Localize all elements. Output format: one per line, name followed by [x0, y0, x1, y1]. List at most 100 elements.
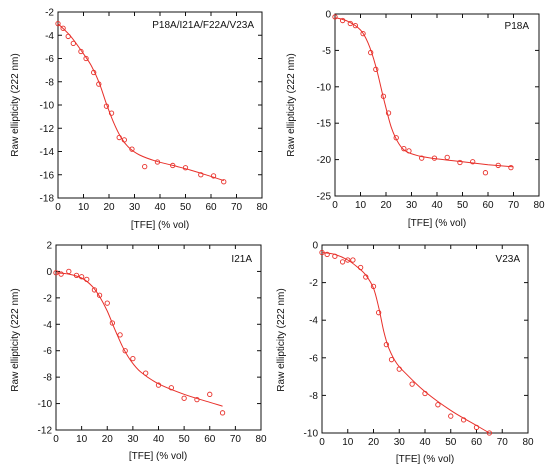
data-point: [370, 283, 377, 290]
y-axis-label: Raw ellipticity (222 nm): [10, 53, 21, 156]
x-tick-label: 50: [179, 434, 191, 445]
data-point: [352, 22, 359, 29]
y-tick-label: -25: [317, 192, 332, 203]
y-tick-label: -4: [45, 31, 54, 42]
data-point: [168, 385, 174, 391]
y-tick-label: -18: [40, 194, 55, 205]
data-point: [117, 332, 123, 338]
data-point: [104, 300, 110, 306]
data-point: [129, 146, 135, 152]
x-tick-label: 0: [332, 200, 338, 211]
data-point: [373, 66, 379, 72]
x-tick-label: 50: [457, 200, 469, 211]
data-point: [435, 402, 441, 408]
y-tick-label: -12: [40, 124, 55, 135]
data-point: [78, 274, 85, 280]
data-point: [444, 154, 450, 161]
y-tick-label: 0: [46, 267, 52, 278]
chart-panel-v23a: 0 10 20 30 40 50 60 70 80 -10 -8 -6 -4 -2 0 V23A [TFE]…: [276, 241, 534, 466]
x-axis-label: [TFE] (% vol): [408, 218, 466, 229]
x-tick-label: 0: [55, 202, 61, 213]
x-tick-label: 60: [471, 437, 483, 448]
x-tick-label: 30: [129, 202, 141, 213]
chart-panel-p18a-i21a-f22a-v23a: 0 10 20 30 40 50 60 70 80 -18 -16 -14 -12 -10 -8 -6 -4 -2…: [10, 8, 268, 232]
x-tick-label: 30: [127, 434, 139, 445]
data-point: [470, 159, 476, 165]
axis-ticks: 0 10 20 30 40 50 60 70 80 -10 -8 -6 -4 -2 0: [304, 241, 534, 449]
x-axis-label: [TFE] (% vol): [131, 220, 189, 231]
fit-curve-layer: [321, 252, 490, 434]
y-tick-label: 0: [312, 241, 318, 252]
data-point: [431, 155, 438, 161]
data-point: [457, 159, 463, 166]
x-tick-label: 50: [180, 202, 192, 213]
x-tick-label: 20: [380, 200, 392, 211]
data-point: [108, 110, 115, 116]
data-point: [385, 110, 392, 116]
data-point: [91, 287, 98, 293]
x-tick-label: 70: [231, 202, 243, 213]
data-point: [393, 135, 399, 141]
x-tick-label: 50: [445, 437, 457, 448]
fit-curve-layer: [334, 17, 514, 168]
data-point: [508, 164, 514, 171]
x-tick-label: 20: [103, 202, 115, 213]
y-tick-label: -20: [317, 155, 332, 166]
data-point: [460, 417, 467, 423]
data-point: [324, 251, 330, 258]
data-point: [345, 257, 351, 263]
data-point: [130, 355, 136, 362]
x-tick-label: 60: [482, 200, 494, 211]
data-point-layer: [53, 268, 226, 416]
y-tick-label: -4: [309, 316, 318, 327]
y-tick-label: -6: [45, 54, 54, 65]
x-tick-label: 10: [355, 200, 367, 211]
data-point: [388, 357, 395, 363]
data-point: [96, 292, 103, 298]
y-tick-label: -10: [40, 101, 55, 112]
y-axis-label: Raw ellipticity (222 nm): [276, 288, 287, 391]
fit-curve-layer: [55, 272, 223, 407]
fit-curve-layer: [57, 23, 224, 182]
x-tick-label: 40: [154, 202, 166, 213]
x-tick-label: 10: [76, 434, 88, 445]
x-tick-label: 40: [431, 200, 443, 211]
plot-frame: [334, 13, 540, 197]
fit-curve: [321, 252, 490, 434]
y-tick-label: -8: [309, 391, 318, 402]
data-point: [368, 49, 374, 56]
y-tick-label: -4: [43, 320, 52, 331]
x-tick-label: 70: [508, 200, 520, 211]
x-tick-label: 10: [342, 437, 354, 448]
data-point: [473, 424, 480, 431]
data-point: [65, 33, 71, 40]
data-point: [142, 163, 148, 170]
panel-title: V23A: [496, 254, 521, 265]
y-axis-label: Raw ellipticity (222 nm): [286, 53, 297, 156]
y-tick-label: 0: [325, 10, 331, 21]
data-point: [486, 430, 493, 436]
y-tick-label: -12: [38, 426, 53, 437]
data-point: [419, 155, 425, 161]
x-tick-label: 0: [53, 434, 59, 445]
data-point: [198, 172, 204, 178]
data-point: [357, 264, 364, 271]
data-point: [319, 249, 325, 256]
y-tick-label: -14: [40, 147, 55, 158]
data-point: [221, 179, 227, 185]
data-point: [96, 81, 102, 87]
x-tick-label: 40: [419, 437, 431, 448]
x-tick-label: 70: [230, 434, 242, 445]
data-point: [495, 162, 501, 169]
data-point: [360, 31, 366, 37]
axis-ticks: 0 10 20 30 40 50 60 70 80 -12 -10 -8 -6 -4 -2 0 2: [38, 241, 267, 446]
y-tick-label: -16: [40, 170, 55, 181]
panel-title: I21A: [231, 254, 252, 265]
data-point: [55, 20, 61, 27]
data-point: [380, 93, 387, 99]
data-point: [143, 370, 149, 376]
data-point: [83, 55, 89, 62]
y-tick-label: -5: [322, 46, 331, 57]
y-tick-label: -2: [45, 8, 54, 19]
y-tick-label: -2: [43, 293, 52, 304]
